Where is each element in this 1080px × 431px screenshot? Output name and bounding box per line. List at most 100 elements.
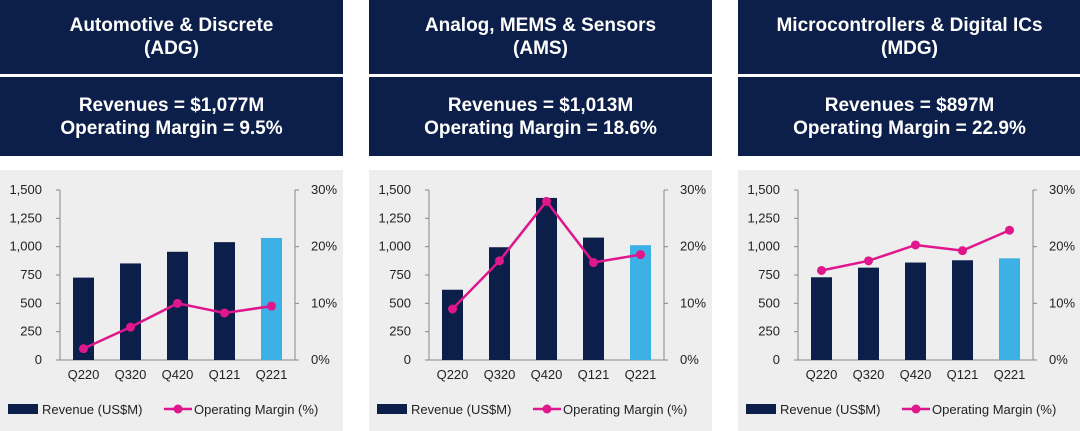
x-tick-label: Q320 (484, 367, 516, 382)
operating-margin-point (636, 250, 645, 260)
segment-title-code: (MDG) (881, 38, 938, 59)
legend-bar-label: Revenue (US$M) (42, 402, 142, 417)
operating-margin-point (173, 298, 182, 308)
revenue-bar (214, 242, 235, 360)
x-tick-label: Q221 (625, 367, 657, 382)
segment-stats: Revenues = $1,013M Operating Margin = 18… (369, 77, 712, 156)
legend-line-label: Operating Margin (%) (194, 402, 318, 417)
left-tick-label: 500 (20, 295, 42, 310)
operating-margin-point (817, 265, 826, 275)
left-tick-label: 500 (758, 295, 780, 310)
legend-line-marker (542, 404, 552, 414)
x-tick-label: Q220 (806, 367, 838, 382)
x-tick-label: Q220 (437, 367, 469, 382)
operating-margin-point (220, 308, 229, 318)
right-tick-label: 30% (680, 182, 706, 197)
chart-area: 0 250 500 750 1,000 1,250 1,500 0% 10% 20% 30% Q220… (0, 170, 343, 431)
legend-line-marker (173, 404, 183, 414)
x-tick-label: Q220 (68, 367, 100, 382)
right-tick-label: 20% (1049, 239, 1075, 254)
left-tick-label: 250 (389, 324, 411, 339)
legend-line-marker (911, 404, 921, 414)
x-tick-label: Q221 (256, 367, 288, 382)
operating-margin-point (79, 344, 88, 354)
operating-margin-point (267, 301, 276, 311)
operating-margin-point (589, 258, 598, 268)
left-tick-label: 250 (758, 324, 780, 339)
left-tick-label: 1,250 (378, 210, 411, 225)
left-tick-label: 750 (758, 267, 780, 282)
operating-margin-point (864, 256, 873, 266)
segment-panel-mdg: Microcontrollers & Digital ICs (MDG) Rev… (738, 0, 1080, 431)
left-tick-label: 0 (35, 352, 42, 367)
right-tick-label: 30% (1049, 182, 1075, 197)
segment-title: Analog, MEMS & Sensors (AMS) (369, 0, 712, 74)
revenue-bar (261, 237, 282, 360)
legend-bar-swatch (8, 404, 38, 414)
left-tick-label: 750 (20, 267, 42, 282)
segment-panel-ams: Analog, MEMS & Sensors (AMS) Revenues = … (369, 0, 712, 431)
x-tick-label: Q420 (900, 367, 932, 382)
right-tick-label: 20% (311, 239, 337, 254)
revenue-bar (536, 197, 557, 360)
left-tick-label: 1,500 (378, 182, 411, 197)
revenue-bar (999, 258, 1020, 360)
left-tick-label: 1,000 (9, 239, 42, 254)
operating-margin-text: Operating Margin = 9.5% (60, 117, 283, 139)
operating-margin-point (1005, 225, 1014, 235)
left-tick-label: 1,250 (747, 210, 780, 225)
combo-chart: 0 250 500 750 1,000 1,250 1,500 0% 10% 20% 30% Q220… (377, 182, 706, 417)
revenue-bar (73, 277, 94, 360)
legend-bar-label: Revenue (US$M) (411, 402, 511, 417)
segment-title: Automotive & Discrete (ADG) (0, 0, 343, 74)
revenue-bar (583, 237, 604, 360)
operating-margin-point (542, 196, 551, 206)
legend-bar-label: Revenue (US$M) (780, 402, 880, 417)
left-tick-label: 1,500 (9, 182, 42, 197)
x-tick-label: Q221 (994, 367, 1026, 382)
legend-bar-swatch (377, 404, 407, 414)
segment-stats: Revenues = $1,077M Operating Margin = 9.… (0, 77, 343, 156)
left-tick-label: 750 (389, 267, 411, 282)
right-tick-label: 30% (311, 182, 337, 197)
segment-title: Microcontrollers & Digital ICs (MDG) (738, 0, 1080, 74)
revenue-text: Revenues = $897M (824, 94, 995, 116)
revenue-bar (905, 262, 926, 360)
right-tick-label: 10% (1049, 295, 1075, 310)
left-tick-label: 0 (404, 352, 411, 367)
right-tick-label: 10% (311, 295, 337, 310)
segment-title-name: Microcontrollers & Digital ICs (776, 15, 1043, 36)
revenue-bar (858, 267, 879, 360)
revenue-bar (952, 260, 973, 360)
right-tick-label: 0% (680, 352, 699, 367)
left-tick-label: 1,000 (747, 239, 780, 254)
x-tick-label: Q121 (209, 367, 241, 382)
chart-area: 0 250 500 750 1,000 1,250 1,500 0% 10% 20% 30% Q220… (738, 170, 1080, 431)
operating-margin-point (495, 256, 504, 266)
segment-title-name: Analog, MEMS & Sensors (424, 15, 657, 36)
operating-margin-point (448, 304, 457, 314)
combo-chart: 0 250 500 750 1,000 1,250 1,500 0% 10% 20% 30% Q220… (746, 182, 1075, 417)
right-tick-label: 0% (311, 352, 330, 367)
x-tick-label: Q420 (162, 367, 194, 382)
chart-area: 0 250 500 750 1,000 1,250 1,500 0% 10% 20% 30% Q220… (369, 170, 712, 431)
x-tick-label: Q320 (115, 367, 147, 382)
revenue-text: Revenues = $1,077M (78, 94, 265, 116)
left-tick-label: 250 (20, 324, 42, 339)
combo-chart: 0 250 500 750 1,000 1,250 1,500 0% 10% 20% 30% Q220… (8, 182, 337, 417)
left-tick-label: 0 (773, 352, 780, 367)
revenue-bar (489, 247, 510, 360)
revenue-bar (120, 263, 141, 360)
revenue-text: Revenues = $1,013M (447, 94, 634, 116)
left-tick-label: 1,250 (9, 210, 42, 225)
legend-line-label: Operating Margin (%) (932, 402, 1056, 417)
x-tick-label: Q121 (578, 367, 610, 382)
segment-stats: Revenues = $897M Operating Margin = 22.9… (738, 77, 1080, 156)
revenue-bar (442, 289, 463, 360)
left-tick-label: 1,000 (378, 239, 411, 254)
revenue-bar (811, 277, 832, 360)
segment-title-name: Automotive & Discrete (69, 15, 274, 36)
left-tick-label: 500 (389, 295, 411, 310)
legend-bar-swatch (746, 404, 776, 414)
operating-margin-point (126, 322, 135, 332)
